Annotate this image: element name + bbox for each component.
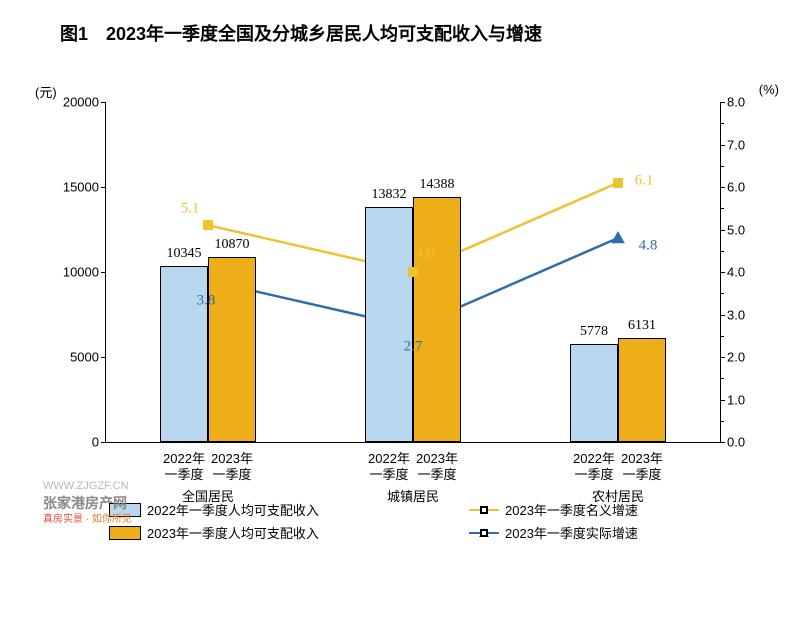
line-value-label: 2.7 [404, 339, 423, 356]
x-sub-label: 一季度 [369, 464, 408, 483]
plot-area: 050001000015000200000.01.02.03.04.05.06.… [105, 102, 721, 443]
legend-label: 2023年一季度人均可支配收入 [147, 523, 319, 542]
y-right-tick-label: 7.0 [727, 137, 767, 152]
line-marker [203, 220, 213, 230]
y-right-tick-label: 1.0 [727, 392, 767, 407]
y-right-tick-label: 8.0 [727, 95, 767, 110]
legend-label: 2022年一季度人均可支配收入 [147, 500, 319, 519]
bar-2022 [570, 344, 618, 442]
x-sub-label: 一季度 [417, 464, 456, 483]
legend-label: 2023年一季度名义增速 [505, 500, 638, 519]
legend-item-bar-2022: 2022年一季度人均可支配收入 [109, 500, 469, 519]
watermark-brand: 张家港房产网 [43, 494, 132, 512]
x-sub-label: 一季度 [164, 464, 203, 483]
y-right-tick-label: 4.0 [727, 265, 767, 280]
legend: 2022年一季度人均可支配收入 2023年一季度名义增速 2023年一季度人均可… [109, 500, 769, 546]
y-right-tick-label: 0.0 [727, 435, 767, 450]
bar-value-label: 14388 [407, 177, 467, 193]
chart-title: 图1 2023年一季度全国及分城乡居民人均可支配收入与增速 [60, 20, 786, 46]
line-value-label: 5.1 [181, 201, 200, 218]
chart-container: (元) (%) 050001000015000200000.01.02.03.0… [53, 86, 773, 516]
y-left-tick-label: 20000 [53, 95, 99, 110]
y-left-tick-label: 5000 [53, 350, 99, 365]
legend-label: 2023年一季度实际增速 [505, 523, 638, 542]
y-right-tick-label: 3.0 [727, 307, 767, 322]
bar-value-label: 6131 [612, 318, 672, 334]
bar-value-label: 10870 [202, 237, 262, 253]
y-left-tick-label: 0 [53, 435, 99, 450]
line-value-label: 3.8 [197, 292, 216, 309]
x-sub-label: 一季度 [574, 464, 613, 483]
x-sub-label: 一季度 [622, 464, 661, 483]
line-value-label: 4.0 [416, 246, 435, 263]
legend-item-bar-2023: 2023年一季度人均可支配收入 [109, 523, 469, 542]
watermark-tagline: 真房实景 · 如你所见 [43, 512, 132, 526]
watermark-url: WWW.ZJGZF.CN [43, 479, 132, 493]
legend-item-line-nominal: 2023年一季度名义增速 [469, 500, 638, 519]
line-value-label: 6.1 [635, 172, 654, 189]
watermark: WWW.ZJGZF.CN 张家港房产网 真房实景 · 如你所见 [43, 479, 132, 526]
legend-item-line-real: 2023年一季度实际增速 [469, 523, 638, 542]
bar-2023 [208, 257, 256, 442]
y-left-tick-label: 15000 [53, 180, 99, 195]
legend-line-icon [469, 526, 499, 540]
bar-2023 [618, 338, 666, 442]
bar-2023 [413, 197, 461, 442]
line-marker [613, 178, 623, 188]
y-right-tick-label: 6.0 [727, 180, 767, 195]
y-left-tick-label: 10000 [53, 265, 99, 280]
legend-line-icon [469, 503, 499, 517]
bar-2022 [365, 207, 413, 442]
y-right-tick-label: 2.0 [727, 350, 767, 365]
x-sub-label: 一季度 [212, 464, 251, 483]
y-right-tick-label: 5.0 [727, 222, 767, 237]
line-value-label: 4.8 [639, 238, 658, 255]
legend-swatch-icon [109, 526, 141, 540]
line-marker [408, 267, 418, 277]
